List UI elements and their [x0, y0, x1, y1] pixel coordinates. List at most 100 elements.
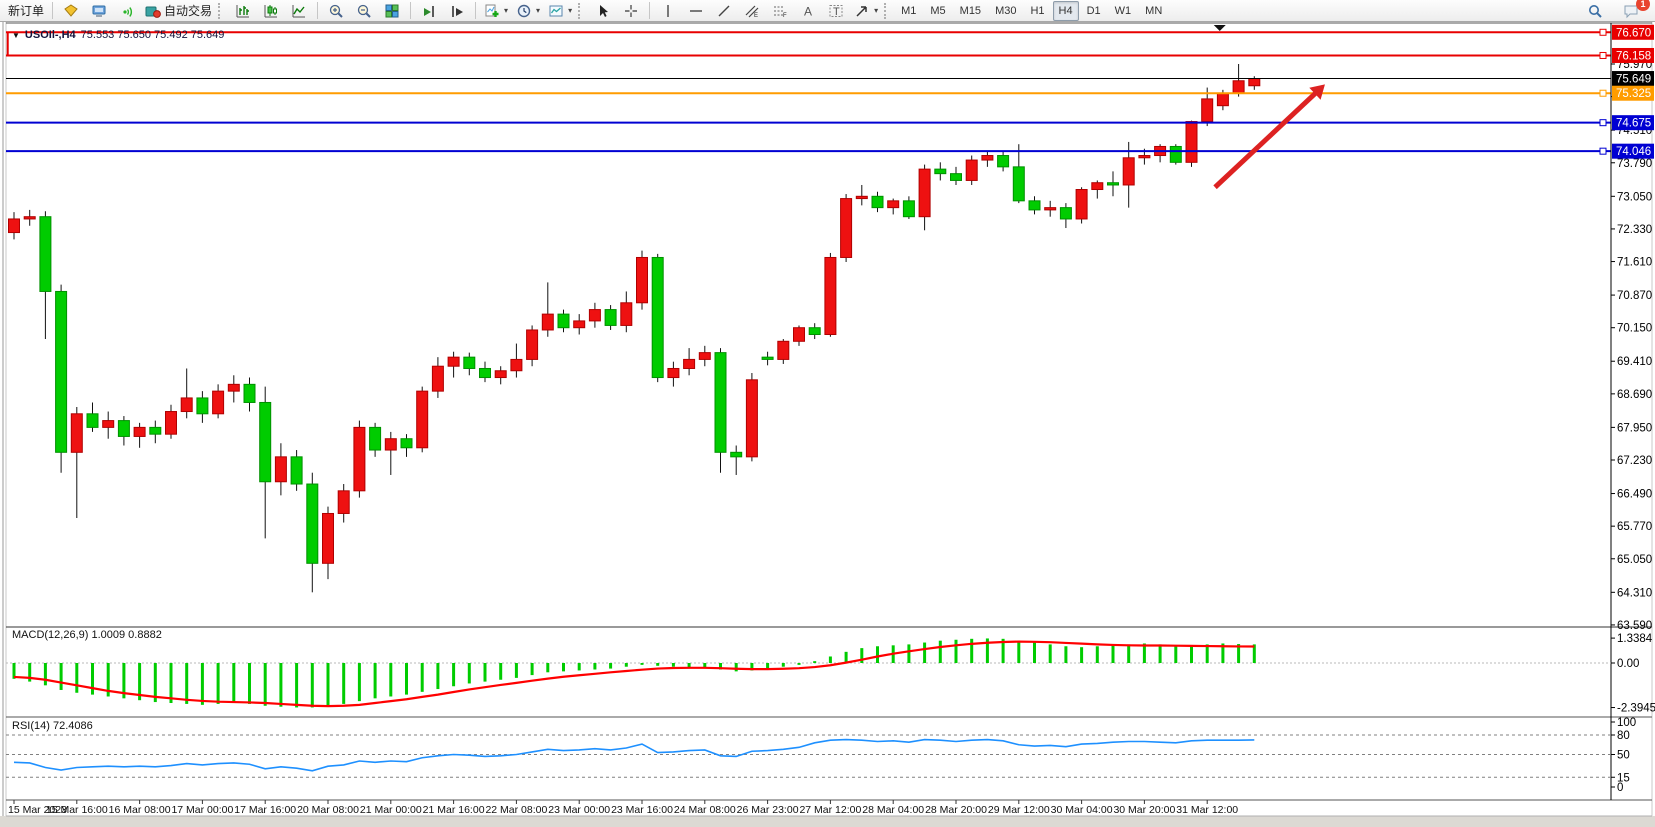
- line-chart-button[interactable]: [285, 0, 313, 22]
- candle-bullish: [620, 302, 633, 326]
- dropdown-caret[interactable]: ▾: [504, 6, 509, 15]
- chart-area[interactable]: 75.97075.25074.51073.79073.05072.33071.6…: [0, 22, 1655, 827]
- timeframe-button-w1[interactable]: W1: [1114, 4, 1132, 17]
- dropdown-caret[interactable]: ▾: [536, 6, 541, 15]
- chart-shift-marker[interactable]: [1213, 25, 1226, 31]
- macd-histogram-bar: [734, 663, 738, 672]
- macd-histogram-bar: [263, 663, 267, 706]
- price-tick-label: 67.950: [1617, 422, 1652, 434]
- time-axis-label: 21 Mar 16:00: [423, 804, 485, 816]
- zoom-out-icon: [357, 4, 371, 18]
- candle-bullish: [1138, 155, 1151, 159]
- macd-histogram-bar: [750, 663, 754, 671]
- autotrading-button[interactable]: 自动交易: [141, 0, 216, 22]
- line-handle[interactable]: [1599, 147, 1607, 155]
- vertical-line-tool-button[interactable]: [654, 0, 682, 22]
- macd-histogram-bar: [1190, 645, 1193, 663]
- toolbar-grip[interactable]: [218, 2, 225, 19]
- macd-histogram-bar: [1064, 646, 1068, 663]
- add-indicator-button[interactable]: ▾: [480, 0, 512, 22]
- timeframe-button-m15[interactable]: M15: [959, 4, 982, 17]
- macd-histogram-bar: [1095, 646, 1099, 663]
- time-axis-label: 28 Mar 20:00: [925, 804, 987, 816]
- zoom-out-button[interactable]: [350, 0, 378, 22]
- price-badge-label: 74.675: [1616, 118, 1651, 130]
- toolbar: 新订单 自动交易: [0, 0, 1655, 22]
- toolbar-separator: [649, 2, 651, 19]
- tile-windows-icon: [385, 4, 399, 17]
- chart-shift-button[interactable]: [443, 0, 471, 22]
- terminal-icon: [92, 5, 106, 17]
- timeframe-button-mn[interactable]: MN: [1145, 4, 1163, 17]
- candle-bearish: [557, 313, 570, 329]
- auto-scroll-button[interactable]: [415, 0, 443, 22]
- crosshair-icon: [625, 4, 638, 17]
- horizontal-line-tool-button[interactable]: [682, 0, 710, 22]
- candle-bearish: [950, 173, 962, 181]
- chat-button[interactable]: 1: [1617, 0, 1650, 22]
- chart-title: ▼ USOIl-,H4 75.553 75.650 75.492 75.649: [12, 29, 224, 41]
- macd-tick-label: 1.3384: [1617, 633, 1653, 645]
- line-handle[interactable]: [1599, 28, 1607, 36]
- candle-bearish: [86, 413, 99, 428]
- symbol-dropdown-arrow[interactable]: ▼: [12, 30, 20, 40]
- candle-bearish: [1107, 182, 1119, 186]
- channel-tool-button[interactable]: E: [738, 0, 766, 22]
- arrows-tool-button[interactable]: ▾: [850, 0, 882, 22]
- zoom-in-button[interactable]: [322, 0, 350, 22]
- fibonacci-tool-button[interactable]: F: [766, 0, 794, 22]
- svg-text:F: F: [783, 13, 787, 19]
- market-watch-button[interactable]: [57, 0, 85, 22]
- signals-icon: [123, 6, 133, 17]
- candle-bullish: [1248, 78, 1261, 87]
- macd-histogram-bar: [970, 638, 974, 663]
- notification-badge[interactable]: 1: [1636, 0, 1650, 11]
- timeframe-button-h1[interactable]: H1: [1030, 4, 1045, 17]
- template-button[interactable]: ▾: [544, 0, 576, 22]
- toolbar-grip[interactable]: [578, 2, 585, 19]
- macd-histogram-bar: [12, 663, 16, 679]
- timeframe-button-d1[interactable]: D1: [1086, 4, 1101, 17]
- line-handle[interactable]: [1599, 119, 1607, 127]
- label-tool-button[interactable]: T: [822, 0, 850, 22]
- trend-arrow-head[interactable]: [1309, 84, 1325, 100]
- candle-bearish: [290, 456, 303, 485]
- terminal-button[interactable]: [85, 0, 113, 22]
- line-handle[interactable]: [1599, 89, 1607, 97]
- candle-bullish: [337, 490, 350, 514]
- price-tick-label: 71.610: [1617, 257, 1652, 269]
- candlestick-chart-icon: [264, 4, 278, 17]
- timeframe-button-m1[interactable]: M1: [901, 4, 917, 17]
- time-axis-label: 27 Mar 12:00: [799, 804, 861, 816]
- price-badge: [1612, 115, 1654, 131]
- crosshair-button[interactable]: [617, 0, 645, 22]
- text-tool-button[interactable]: A: [794, 0, 822, 22]
- toolbar-grip[interactable]: [884, 2, 891, 19]
- bar-chart-button[interactable]: [229, 0, 257, 22]
- signals-button[interactable]: [113, 0, 141, 22]
- timeframe-button-m5[interactable]: M5: [930, 4, 946, 17]
- candlestick-chart-button[interactable]: [257, 0, 285, 22]
- period-clock-button[interactable]: ▾: [512, 0, 544, 22]
- chart-background: [0, 22, 1655, 827]
- timeframe-button-m30[interactable]: M30: [995, 4, 1017, 17]
- tile-windows-button[interactable]: [378, 0, 406, 22]
- macd-histogram-bar: [310, 663, 314, 708]
- candle-bearish: [479, 367, 491, 379]
- macd-histogram-bar: [357, 663, 361, 702]
- macd-histogram-bar: [687, 663, 691, 668]
- dropdown-caret[interactable]: ▾: [874, 6, 879, 15]
- timeframe-button-h4[interactable]: H4: [1052, 0, 1079, 21]
- cursor-button[interactable]: [589, 0, 617, 22]
- trendline-tool-button[interactable]: [710, 0, 738, 22]
- horizontal-line-icon: [690, 9, 703, 12]
- trend-arrow-shaft[interactable]: [1213, 89, 1320, 190]
- search-button[interactable]: [1581, 0, 1609, 22]
- macd-histogram-bar: [640, 663, 644, 665]
- line-handle[interactable]: [1599, 51, 1607, 59]
- candle-bearish: [1028, 200, 1041, 211]
- new-order-button[interactable]: 新订单: [4, 0, 48, 22]
- macd-histogram-bar: [781, 663, 785, 667]
- macd-tick-label: -2.3945: [1617, 703, 1655, 715]
- dropdown-caret[interactable]: ▾: [568, 6, 573, 15]
